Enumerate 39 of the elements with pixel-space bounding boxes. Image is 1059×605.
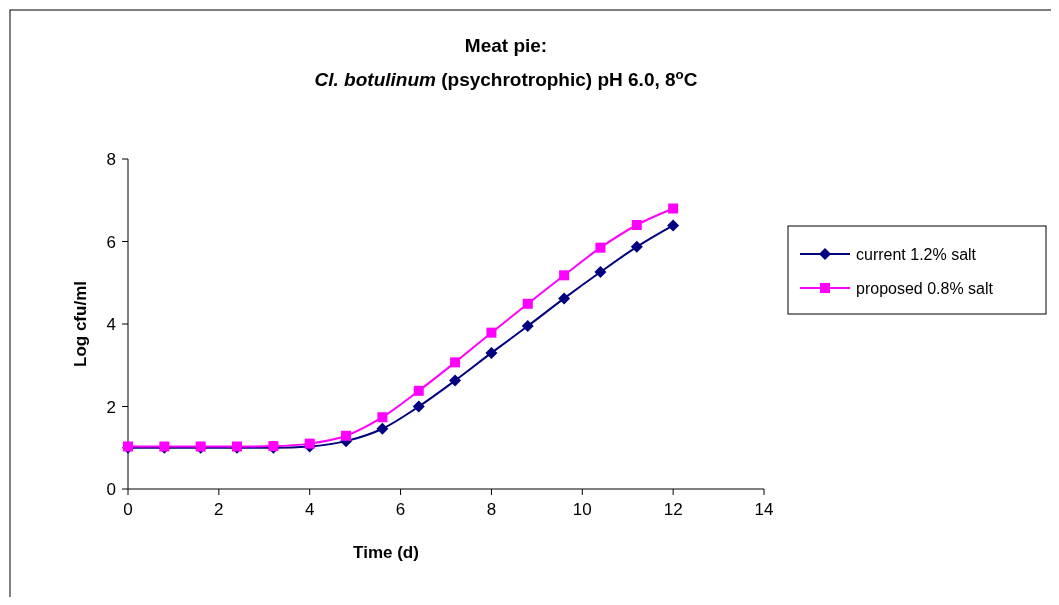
point	[485, 346, 498, 359]
x-tick-label: 0	[123, 500, 133, 519]
point	[595, 242, 606, 253]
y-tick-label: 0	[106, 480, 116, 499]
x-tick-label: 4	[304, 500, 315, 519]
point	[667, 219, 680, 232]
y-tick-label: 4	[106, 315, 116, 334]
point	[521, 320, 534, 333]
point	[304, 438, 315, 449]
chart-subtitle: Cl. botulinum (psychrotrophic) pH 6.0, 8$^{o}$C	[314, 66, 698, 90]
x-tick-label: 14	[754, 500, 774, 519]
chart-title: Meat pie:	[464, 35, 548, 56]
point	[668, 203, 679, 214]
point	[376, 422, 389, 435]
point	[377, 412, 388, 423]
point	[630, 240, 643, 253]
point	[412, 400, 425, 413]
y-tick-label: 8	[106, 150, 116, 169]
y-tick-label: 6	[106, 232, 116, 252]
point	[341, 430, 352, 441]
point	[594, 266, 607, 279]
point	[559, 270, 570, 281]
point	[486, 327, 497, 338]
point	[522, 298, 533, 309]
x-axis-title: Time (d)	[353, 543, 419, 562]
x-tick-label: 10	[572, 500, 592, 519]
legend-label: current 1.2% salt	[856, 246, 977, 263]
x-tick-label: 12	[663, 500, 683, 519]
y-axis-title: Log cfu/ml	[71, 281, 90, 367]
point	[450, 357, 461, 368]
x-tick-label: 6	[395, 500, 406, 519]
point	[413, 385, 424, 396]
point	[631, 220, 642, 230]
legend-label: proposed 0.8% salt	[856, 280, 994, 297]
y-tick-label: 2	[106, 397, 116, 417]
x-tick-label: 2	[214, 500, 224, 519]
x-tick-label: 8	[486, 500, 497, 519]
point	[558, 292, 571, 305]
point	[449, 374, 462, 387]
